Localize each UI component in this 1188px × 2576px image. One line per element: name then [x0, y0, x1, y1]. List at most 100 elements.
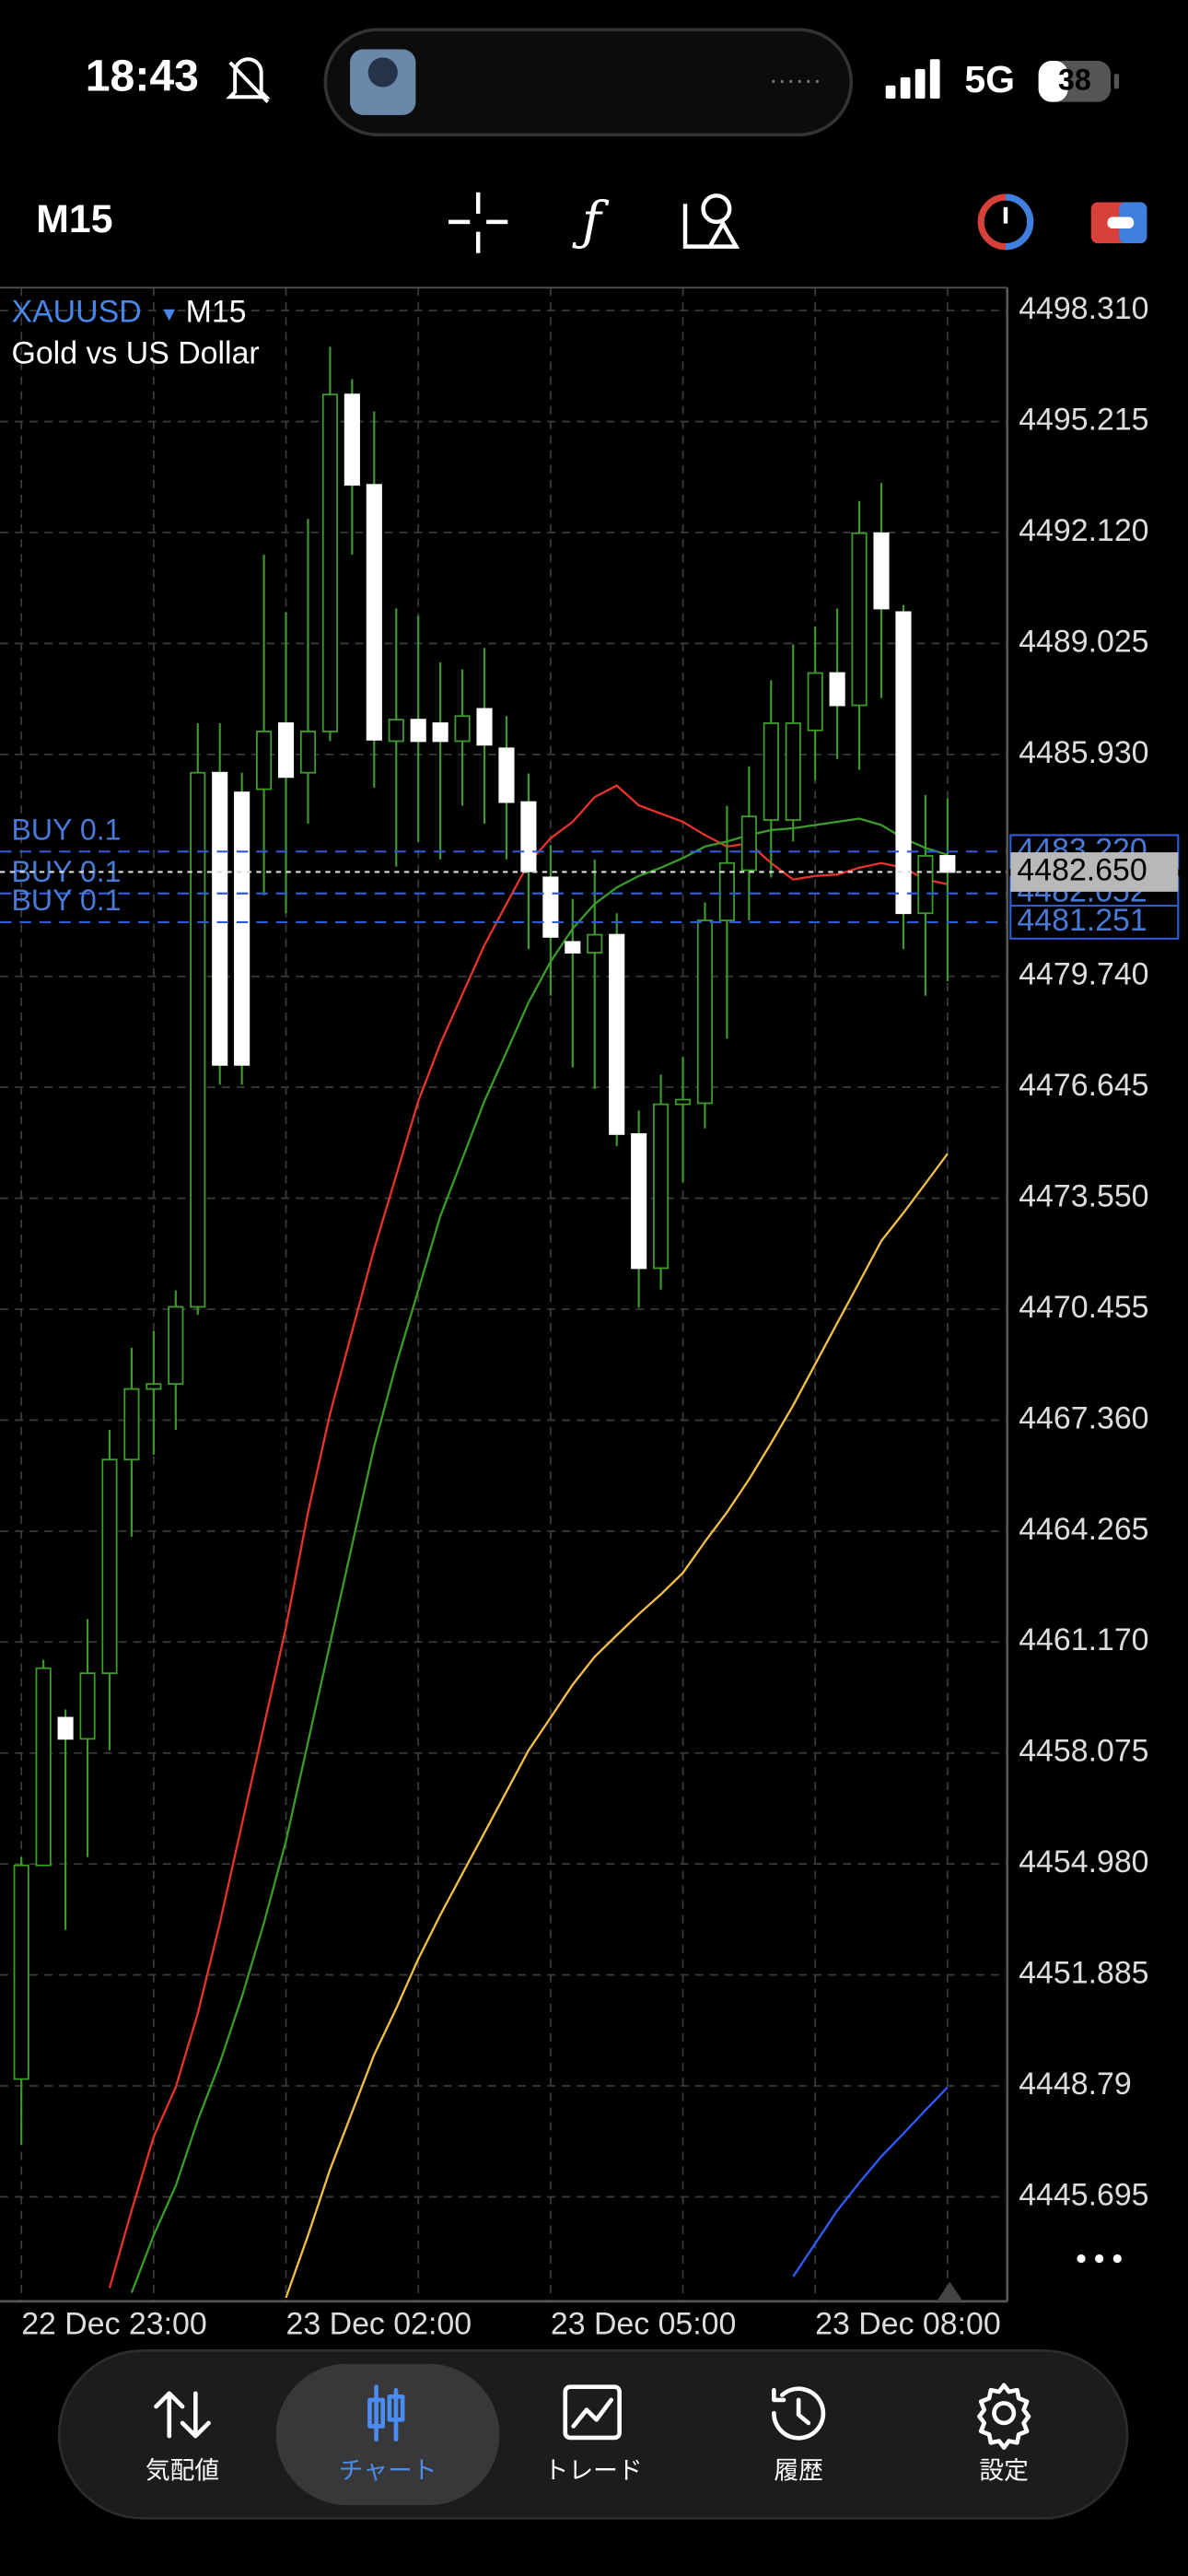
candle-body-down: [476, 708, 493, 746]
y-tick-label: 4464.265: [1019, 1512, 1148, 1547]
settings-icon[interactable]: [977, 2383, 1031, 2450]
timeframe-label: M15: [186, 295, 247, 330]
order-price-box: [1009, 905, 1180, 940]
objects-button[interactable]: [682, 193, 740, 249]
x-tick-label: 23 Dec 08:00: [815, 2307, 1001, 2342]
candle-body-up: [763, 722, 779, 821]
x-tick-label: 22 Dec 23:00: [21, 2307, 207, 2342]
candle-body-down: [542, 876, 559, 938]
candle-body-up: [146, 1383, 162, 1390]
y-tick-label: 4489.025: [1019, 624, 1148, 659]
battery-label: 38: [1058, 64, 1091, 97]
current-price-label: 4482.650: [1017, 852, 1147, 887]
y-tick-label: 4485.930: [1019, 735, 1148, 770]
y-tick-label: 4467.360: [1019, 1400, 1148, 1435]
candle-body-down: [829, 672, 845, 707]
y-tick-label: 4454.980: [1019, 1844, 1148, 1879]
y-tick-label: 4476.645: [1019, 1068, 1148, 1103]
candles: [13, 346, 956, 2145]
candle-body-up: [168, 1306, 184, 1386]
candle-body-up: [807, 672, 823, 732]
candle-body-up: [79, 1672, 96, 1740]
candle-body-down: [57, 1716, 74, 1740]
y-tick-label: 4479.740: [1019, 957, 1148, 992]
trade-icon[interactable]: [563, 2384, 622, 2441]
candle-body-down: [366, 484, 382, 741]
candle-body-up: [851, 532, 868, 707]
candle-body-down: [631, 1133, 647, 1270]
candle-body-up: [674, 1098, 692, 1106]
shift-marker: [937, 2281, 963, 2301]
candle-body-up: [696, 919, 714, 1105]
tab-icons: [154, 2383, 1031, 2450]
y-tick-label: 4498.310: [1019, 291, 1148, 326]
tab-label[interactable]: 履歴: [774, 2456, 823, 2484]
tab-label[interactable]: チャート: [339, 2456, 437, 2484]
tab-label[interactable]: 設定: [979, 2456, 1029, 2484]
candle-body-down: [520, 801, 537, 872]
history-icon[interactable]: [772, 2386, 826, 2441]
crosshair-button[interactable]: [448, 192, 508, 253]
mute-icon: [226, 57, 271, 103]
x-tick-label: 23 Dec 02:00: [286, 2307, 472, 2342]
chart-icon[interactable]: [367, 2384, 405, 2442]
candle-body-down: [873, 532, 890, 610]
status-time: 18:43: [86, 51, 199, 100]
candle-body-up: [388, 719, 404, 743]
candle-body-up: [321, 393, 338, 732]
more-button[interactable]: [1077, 2254, 1122, 2264]
candle-body-down: [432, 722, 448, 743]
candle-body-up: [190, 771, 206, 1308]
candle-body-up: [740, 815, 757, 872]
candle-body-up: [454, 715, 471, 743]
trade-button[interactable]: [1090, 202, 1147, 244]
symbol-label[interactable]: XAUUSD: [11, 295, 141, 330]
candle-body-up: [123, 1388, 140, 1461]
activity-dots: ······: [769, 66, 821, 96]
candle-body-up: [101, 1458, 118, 1675]
tab-labels: 気配値 チャート トレード 履歴 設定: [146, 2456, 1029, 2484]
quotes-icon[interactable]: [154, 2391, 211, 2439]
symbol-arrow[interactable]: ▼: [159, 303, 179, 325]
candle-body-down: [498, 747, 515, 803]
signal-icon: [885, 59, 940, 100]
tab-bar: [57, 2349, 1129, 2520]
candle-body-up: [587, 933, 603, 954]
candle-body-down: [234, 791, 250, 1066]
indicator-line: [130, 817, 949, 2293]
candle-body-down: [939, 855, 956, 873]
order-label: BUY 0.1: [11, 813, 121, 846]
candle-body-down: [212, 771, 228, 1066]
y-tick-label: 4470.455: [1019, 1290, 1148, 1325]
y-tick-label: 4461.170: [1019, 1622, 1148, 1657]
tab-label[interactable]: 気配値: [146, 2456, 219, 2484]
battery-level: [1038, 61, 1068, 102]
one-click-button[interactable]: [977, 193, 1034, 251]
y-tick-label: 4495.215: [1019, 403, 1148, 438]
candle-body-up: [299, 731, 317, 774]
candle-body-down: [410, 719, 426, 743]
grid: [0, 287, 1007, 2301]
avatar-figure: [367, 57, 398, 88]
y-tick-label: 4492.120: [1019, 513, 1148, 548]
active-tab-highlight: [275, 2363, 500, 2506]
candle-body-up: [653, 1103, 670, 1270]
candle-body-down: [277, 722, 295, 779]
indicator-line: [792, 2086, 949, 2277]
tab-label[interactable]: トレード: [544, 2456, 643, 2484]
timeframe-button[interactable]: M15: [36, 197, 112, 241]
indicator-line: [285, 1153, 949, 2299]
current-price-box: [1010, 852, 1179, 892]
candle-body-down: [895, 611, 912, 915]
candle-body-down: [609, 933, 625, 1135]
candle-body-up: [13, 1864, 29, 2080]
y-tick-label: 4473.550: [1019, 1179, 1148, 1214]
y-tick-label: 4445.695: [1019, 2177, 1148, 2212]
dynamic-island: [323, 28, 854, 137]
battery-tip: [1113, 74, 1120, 89]
network-label: 5G: [964, 58, 1015, 100]
candle-body-down: [344, 393, 360, 486]
